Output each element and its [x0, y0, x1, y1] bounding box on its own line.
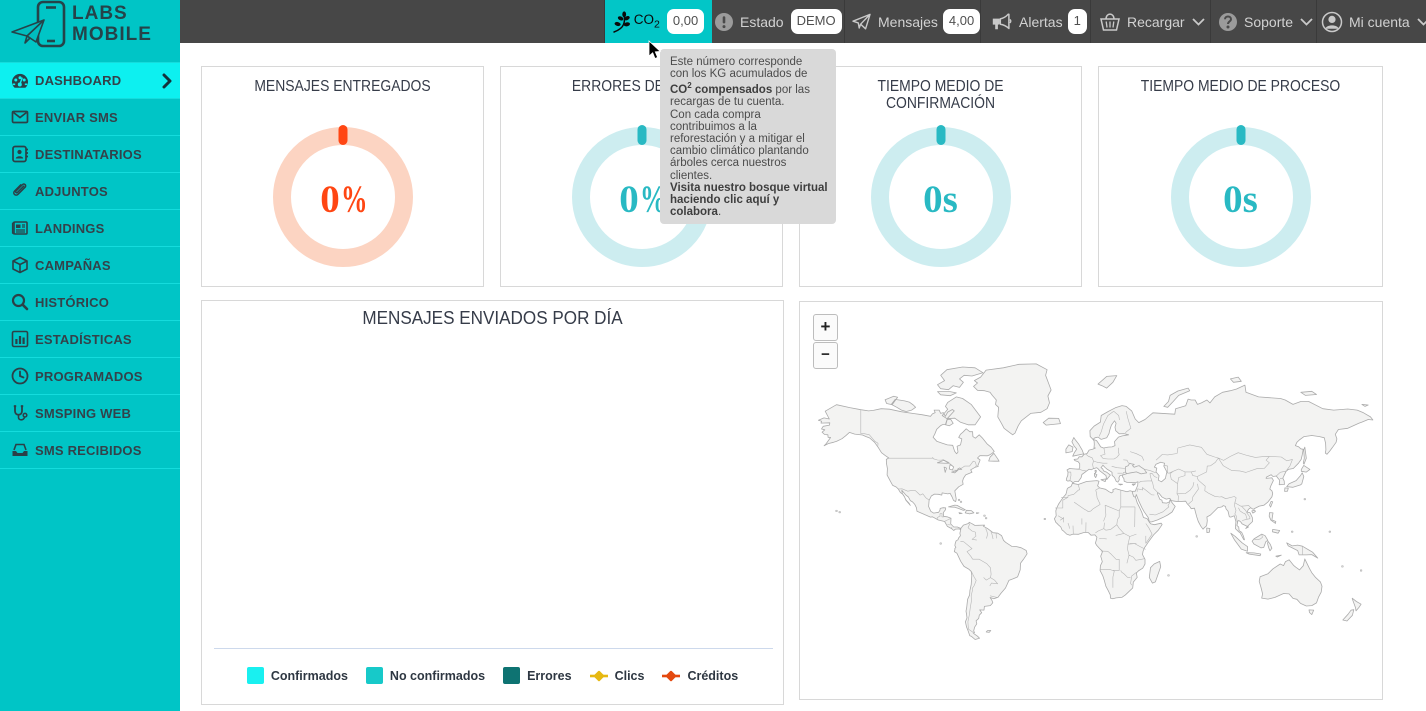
svg-text:MOBILE: MOBILE — [72, 24, 152, 45]
svg-text:LABS: LABS — [72, 3, 128, 24]
